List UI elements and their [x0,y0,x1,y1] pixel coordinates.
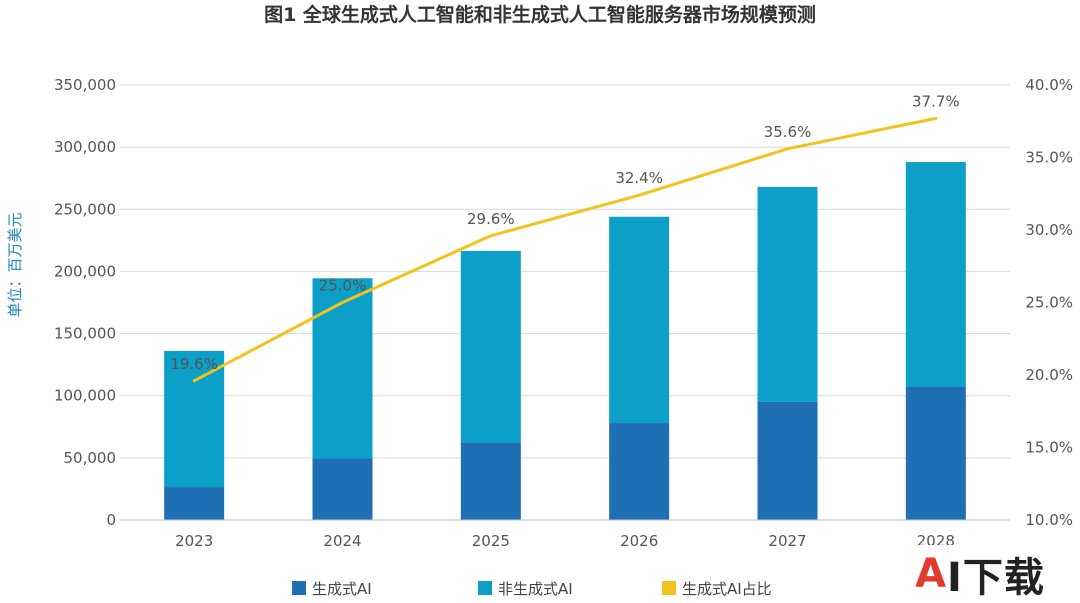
y-right-tick-label: 40.0% [1025,76,1073,94]
y-left-tick-label: 350,000 [54,76,116,94]
legend-label: 生成式AI [312,580,372,598]
line-point [637,193,641,197]
legend-label: 生成式AI占比 [682,580,772,598]
share-data-label: 19.6% [170,355,218,373]
y-left-tick-label: 100,000 [54,387,116,405]
y-left-tick-label: 300,000 [54,138,116,156]
bar-generative-ai [312,458,373,520]
bar-generative-ai [460,442,521,520]
share-data-label: 35.6% [764,123,812,141]
y-left-tick-label: 150,000 [54,325,116,343]
y-right-tick-label: 10.0% [1025,511,1073,529]
bar-non-generative-ai [905,162,966,388]
share-data-label: 37.7% [912,92,960,110]
y-left-tick-label: 50,000 [64,449,117,467]
legend-label: 非生成式AI [498,580,573,598]
share-data-label: 25.0% [319,277,367,295]
chart-title: 图1 全球生成式人工智能和非生成式人工智能服务器市场规模预测 [264,3,816,26]
bar-generative-ai [164,487,225,520]
x-tick-label: 2024 [323,532,361,550]
watermark-a: A [915,551,948,597]
x-tick-label: 2025 [472,532,510,550]
bar-generative-ai [905,387,966,520]
bar-non-generative-ai [312,278,373,459]
y-right-tick-label: 25.0% [1025,294,1073,312]
y-right-tick-label: 15.0% [1025,439,1073,457]
y-left-tick-label: 200,000 [54,262,116,280]
watermark-rest: I下载 [947,555,1045,601]
y-left-tick-label: 0 [106,511,116,529]
bar-non-generative-ai [164,350,225,488]
line-point [341,301,344,304]
y-left-tick-label: 250,000 [54,200,116,218]
watermark-logo: A I下载 [880,545,1080,603]
line-point [786,147,789,151]
x-tick-label: 2023 [175,532,213,550]
bar-non-generative-ai [609,216,670,424]
y-right-tick-label: 35.0% [1025,149,1073,167]
line-generative-ai-share [193,116,937,383]
share-data-label: 29.6% [467,210,515,228]
y-right-tick-label: 30.0% [1025,221,1073,239]
bar-generative-ai [757,401,818,520]
line-point [934,116,938,120]
bar-non-generative-ai [460,250,521,443]
bar-generative-ai [609,423,670,520]
line-point [489,234,493,238]
share-data-label: 32.4% [615,169,663,187]
y-right-tick-label: 20.0% [1025,366,1073,384]
x-tick-label: 2027 [768,532,806,550]
x-tick-label: 2026 [620,532,658,550]
y-axis-label: 单位：百万美元 [6,212,24,317]
line-point [192,379,196,383]
bar-non-generative-ai [757,186,818,402]
legend-swatch [292,581,306,595]
legend-swatch [662,581,676,595]
legend-swatch [478,581,492,595]
